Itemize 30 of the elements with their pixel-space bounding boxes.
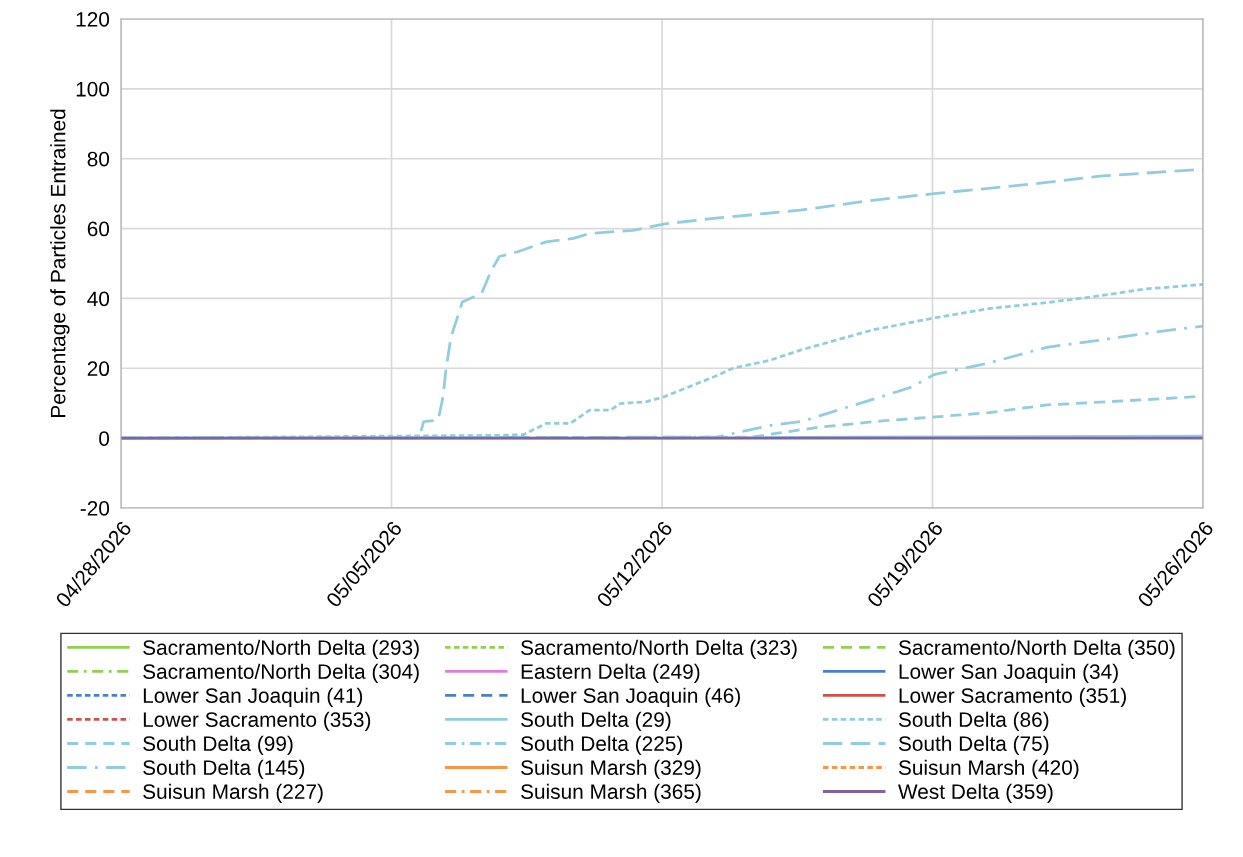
y-tick-label: 20 [87, 361, 110, 377]
y-tick-label: 80 [87, 151, 110, 167]
legend-label: South Delta (86) [898, 711, 1049, 732]
legend-label: Sacramento/North Delta (293) [143, 639, 419, 660]
y-tick-label: 60 [87, 221, 110, 237]
legend-label: South Delta (225) [521, 735, 683, 756]
legend-label: South Delta (29) [521, 711, 671, 732]
legend-label: Sacramento/North Delta (323) [521, 639, 797, 660]
legend-label: Lower San Joaquin (41) [143, 687, 363, 708]
y-tick-label: 120 [76, 12, 110, 27]
y-tick-label: 0 [99, 431, 110, 446]
y-tick-label: -20 [80, 501, 110, 516]
legend-label: Sacramento/North Delta (350) [898, 639, 1175, 660]
legend-label: South Delta (145) [143, 759, 305, 780]
legend-label: West Delta (359) [898, 783, 1053, 804]
y-tick-label: 100 [76, 81, 110, 97]
legend-label: Lower San Joaquin (34) [899, 663, 1118, 684]
legend-label: Suisun Marsh (420) [898, 759, 1079, 780]
legend-label: Lower Sacramento (353) [143, 711, 371, 732]
legend-label: Eastern Delta (249) [521, 663, 700, 684]
y-tick-label: 40 [87, 291, 110, 307]
legend-label: South Delta (99) [143, 735, 293, 756]
legend-label: Suisun Marsh (329) [521, 759, 701, 780]
legend-label: Suisun Marsh (365) [521, 783, 701, 804]
legend-label: Sacramento/North Delta (304) [143, 663, 419, 684]
legend-label: Lower San Joaquin (46) [521, 687, 740, 708]
legend-label: South Delta (75) [898, 735, 1049, 756]
legend-label: Lower Sacramento (351) [899, 687, 1126, 708]
legend-label: Suisun Marsh (227) [143, 783, 323, 804]
y-axis-title: Percentage of Particles Entrained [50, 109, 70, 417]
